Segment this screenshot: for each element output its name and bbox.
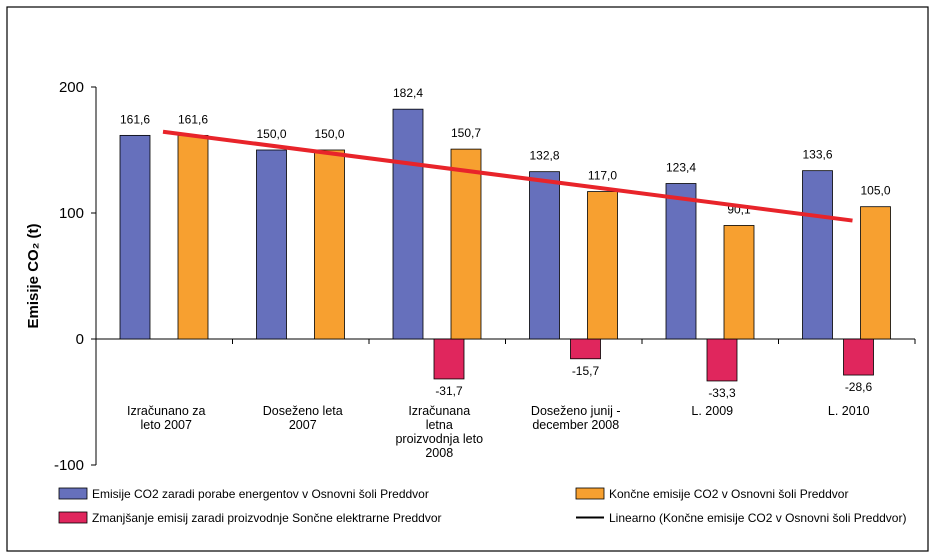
data-label: -28,6 (845, 380, 873, 394)
legend-label: Emisije CO2 zaradi porabe energentov v O… (92, 487, 429, 501)
legend-label: Zmanjšanje emisij zaradi proizvodnje Son… (92, 511, 442, 525)
bar-solar-reduction (434, 339, 464, 379)
data-label: 161,6 (120, 112, 150, 126)
bar-energy-emissions (530, 172, 560, 339)
data-label: 150,7 (451, 126, 481, 140)
legend-swatch (59, 488, 87, 499)
data-label: 182,4 (393, 86, 423, 100)
bar-final-emissions (178, 135, 208, 339)
bar-energy-emissions (393, 109, 423, 339)
legend-label: Končne emisije CO2 v Osnovni šoli Preddv… (609, 487, 848, 501)
data-label: 123,4 (666, 161, 696, 175)
data-label: 150,0 (314, 127, 344, 141)
legend-label: Linearno (Končne emisije CO2 v Osnovni š… (609, 511, 906, 525)
bar-final-emissions (861, 207, 891, 339)
category-label: Doseženo junij -december 2008 (531, 404, 621, 432)
legend-swatch (59, 512, 87, 523)
data-label: -31,7 (435, 384, 463, 398)
y-tick-label: 100 (59, 205, 84, 222)
data-label: 105,0 (860, 184, 890, 198)
y-axis-title: Emisije CO₂ (t) (25, 223, 42, 328)
y-tick-label: -100 (54, 457, 84, 474)
data-label: 161,6 (178, 112, 208, 126)
bar-solar-reduction (707, 339, 737, 381)
bar-solar-reduction (571, 339, 601, 359)
data-label: 133,6 (802, 148, 832, 162)
category-label: L. 2010 (828, 404, 870, 418)
y-tick-label: 200 (59, 79, 84, 96)
bar-energy-emissions (803, 171, 833, 339)
bar-energy-emissions (666, 184, 696, 339)
category-label: L. 2009 (691, 404, 733, 418)
bar-solar-reduction (844, 339, 874, 375)
bar-final-emissions (315, 150, 345, 339)
data-label: -33,3 (708, 386, 736, 400)
data-label: -15,7 (572, 364, 600, 378)
y-tick-label: 0 (76, 331, 84, 348)
data-label: 150,0 (256, 127, 286, 141)
bar-final-emissions (724, 225, 754, 339)
bar-final-emissions (588, 192, 618, 339)
data-label: 132,8 (529, 149, 559, 163)
data-label: 117,0 (588, 169, 617, 183)
bar-energy-emissions (120, 135, 150, 339)
legend-swatch (576, 488, 604, 499)
bar-final-emissions (451, 149, 481, 339)
bar-energy-emissions (257, 150, 287, 339)
